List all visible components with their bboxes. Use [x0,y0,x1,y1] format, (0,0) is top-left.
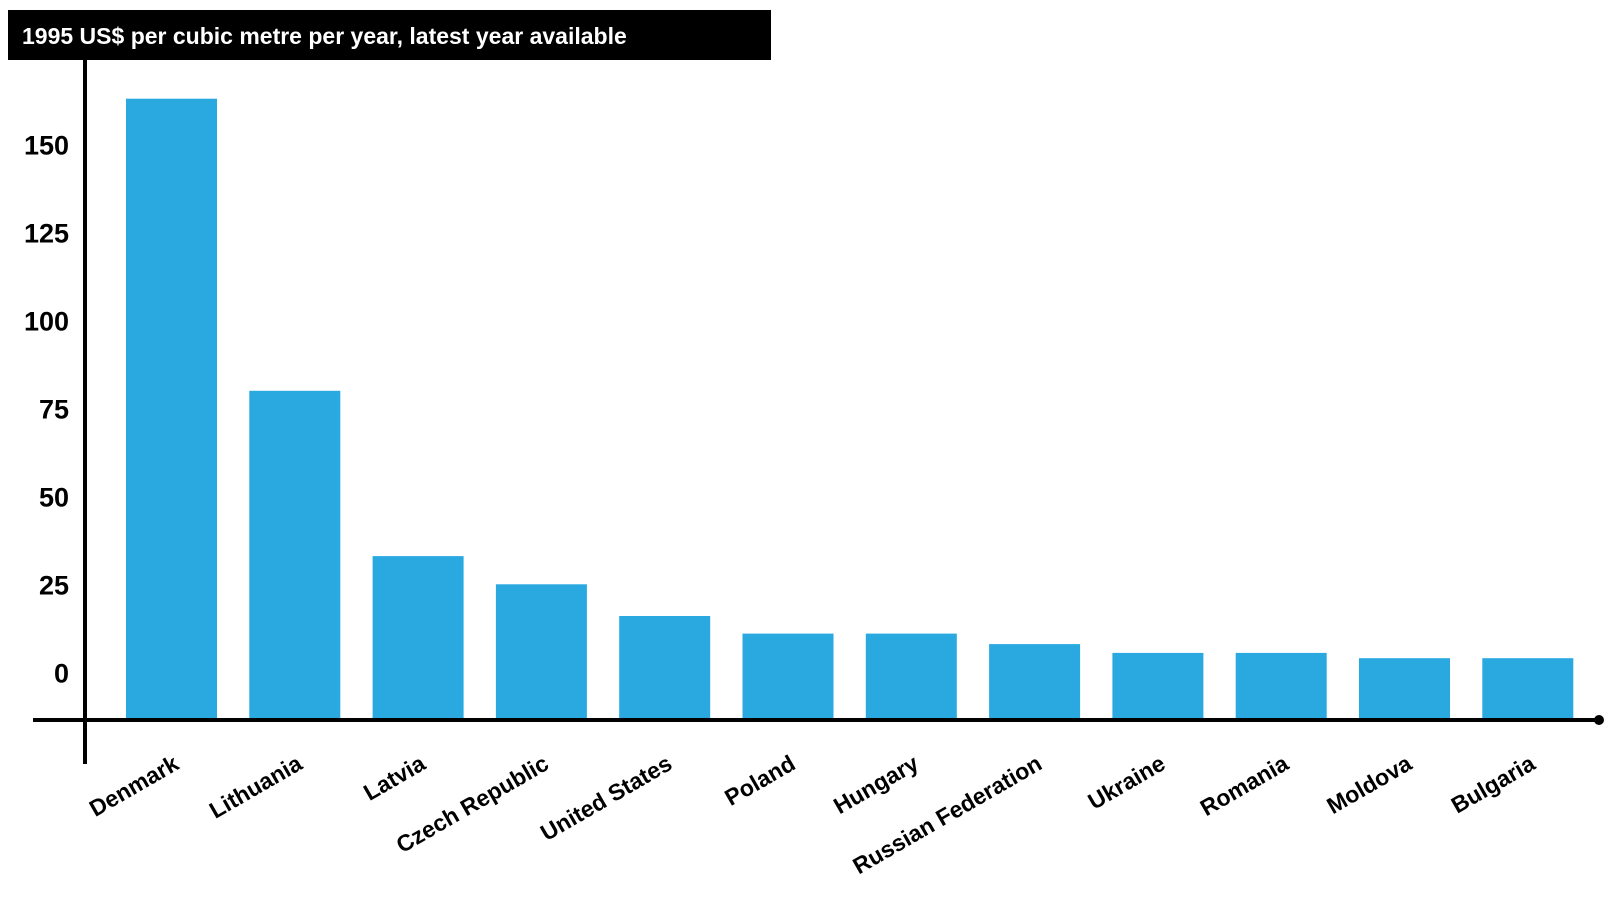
bar-hungary [865,633,957,718]
bar-united-states [619,616,711,718]
title-box [8,10,771,60]
bar-poland [742,633,834,718]
bar-ukraine [1112,652,1204,718]
bar-latvia [372,556,464,718]
bar-moldova [1359,658,1450,718]
y-tick-label: 0 [54,658,69,688]
y-tick-label: 25 [39,570,69,600]
bars-layer [126,98,1574,718]
bar-bulgaria [1482,658,1574,718]
y-tick-label: 50 [39,482,69,512]
y-tick-label: 75 [39,394,69,424]
bar-czech-republic [495,584,587,718]
y-tick-label: 100 [24,306,69,336]
y-tick-label: 125 [24,218,69,248]
bar-romania [1235,652,1327,718]
y-tick-label: 150 [24,130,69,160]
chart-title: 1995 US$ per cubic metre per year, lates… [22,23,627,49]
y-tick-labels: 0 25 50 75 100 125 150 [24,130,69,688]
bar-denmark [126,98,217,718]
bar-lithuania [249,390,341,718]
x-axis-end-dot [1594,715,1604,725]
bar-russian-federation [989,644,1081,718]
